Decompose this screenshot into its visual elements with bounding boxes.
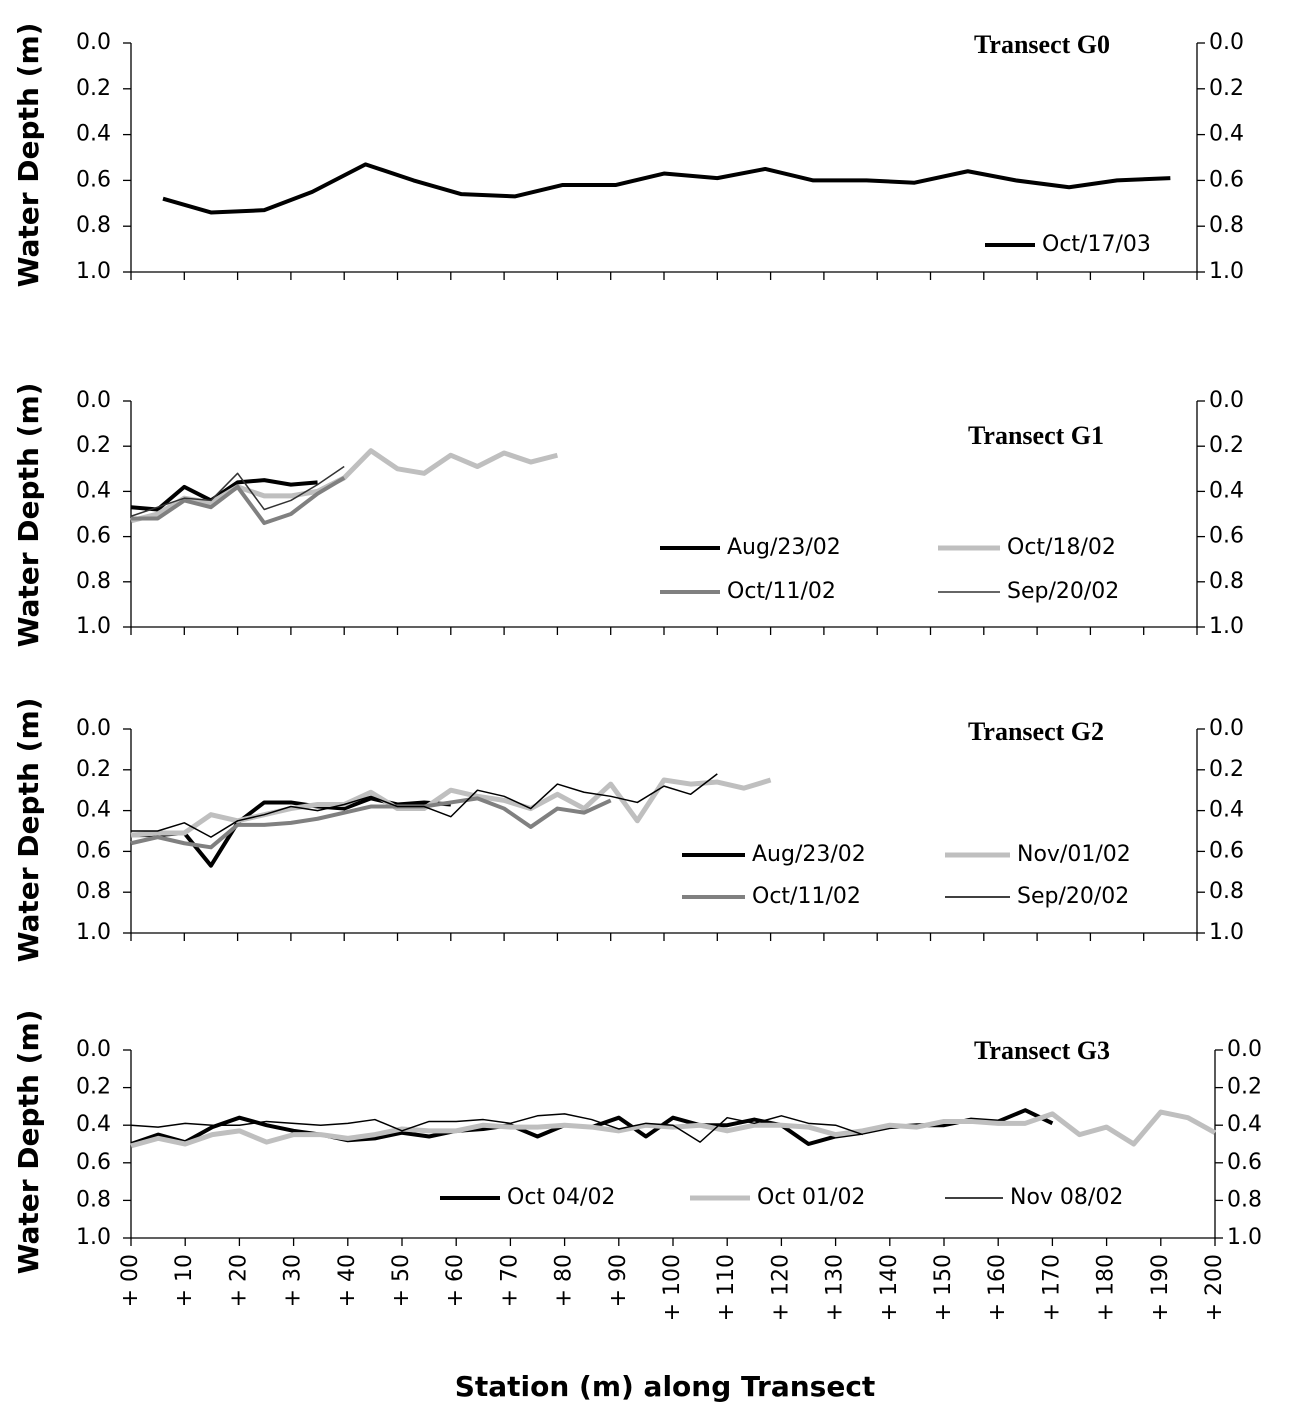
y-tick-label: 0.2: [76, 1075, 111, 1100]
y2-tick-label: 0.4: [1209, 478, 1244, 503]
y-tick-label: 1.0: [76, 920, 111, 945]
x-tick-label: + 10: [172, 1254, 197, 1307]
y2-tick-label: 0.4: [1209, 122, 1244, 147]
y2-tick-label: 0.0: [1209, 30, 1244, 55]
y-tick-label: 0.6: [76, 1150, 111, 1175]
legend-label: Oct 01/02: [757, 1185, 865, 1210]
y2-tick-label: 0.6: [1209, 838, 1244, 863]
y2-tick-label: 0.6: [1209, 167, 1244, 192]
legend-label: Sep/20/02: [1017, 884, 1129, 909]
y2-tick-label: 0.8: [1227, 1187, 1262, 1212]
x-tick-label: + 50: [389, 1254, 414, 1307]
y-tick-label: 0.6: [76, 524, 111, 549]
y2-tick-label: 0.6: [1227, 1150, 1262, 1175]
y2-tick-label: 0.4: [1209, 798, 1244, 823]
data-line: [130, 1109, 1217, 1149]
x-tick-label: + 80: [552, 1254, 577, 1307]
x-tick-label: + 60: [443, 1254, 468, 1307]
x-tick-label: + 20: [226, 1254, 251, 1307]
y-tick-label: 0.6: [76, 838, 111, 863]
y2-tick-label: 1.0: [1209, 920, 1244, 945]
y-axis-label: Water Depth (m): [12, 23, 45, 288]
x-tick-label: + 70: [497, 1254, 522, 1307]
y-tick-label: 0.4: [76, 122, 111, 147]
x-tick-label: + 30: [281, 1254, 306, 1307]
data-line: [130, 465, 345, 517]
legend-label: Nov 08/02: [1010, 1185, 1123, 1210]
y-axis-label: Water Depth (m): [12, 1010, 45, 1275]
title: Transect G1: [968, 421, 1104, 450]
title: Transect G3: [974, 1036, 1110, 1065]
x-tick-label: + 190: [1148, 1254, 1173, 1321]
legend-label: Oct 04/02: [507, 1185, 615, 1210]
title: Transect G2: [968, 717, 1104, 746]
y2-tick-label: 0.0: [1209, 716, 1244, 741]
y-tick-label: 0.6: [76, 167, 111, 192]
x-tick-label: + 100: [660, 1254, 685, 1321]
y-tick-label: 0.8: [76, 1187, 111, 1212]
y2-tick-label: 0.0: [1209, 388, 1244, 413]
legend-label: Oct/17/03: [1042, 232, 1151, 257]
data-line: [130, 448, 559, 524]
y2-tick-label: 0.8: [1209, 569, 1244, 594]
y-tick-label: 0.0: [76, 30, 111, 55]
y-tick-label: 0.4: [76, 478, 111, 503]
legend-label: Oct/18/02: [1007, 535, 1116, 560]
legend-label: Aug/23/02: [727, 535, 841, 560]
y-tick-label: 0.4: [76, 1112, 111, 1137]
y2-tick-label: 0.2: [1209, 757, 1244, 782]
y-tick-label: 0.8: [76, 213, 111, 238]
x-tick-label: + 00: [118, 1254, 143, 1307]
y-tick-label: 1.0: [76, 259, 111, 284]
x-axis-label: Station (m) along Transect: [455, 1370, 876, 1403]
x-tick-label: + 200: [1202, 1254, 1227, 1321]
legend-label: Oct/11/02: [727, 579, 836, 604]
y2-tick-label: 0.2: [1209, 76, 1244, 101]
data-line: [131, 476, 346, 526]
x-tick-label: + 180: [1094, 1254, 1119, 1321]
legend-label: Aug/23/02: [752, 842, 866, 867]
x-tick-label: + 120: [768, 1254, 793, 1321]
y-axis-label: Water Depth (m): [12, 698, 45, 963]
y-tick-label: 0.2: [76, 433, 111, 458]
y-axis-label: Water Depth (m): [12, 383, 45, 648]
y-tick-label: 0.4: [76, 798, 111, 823]
y-tick-label: 0.0: [76, 1037, 111, 1062]
data-line: [130, 796, 612, 850]
y-tick-label: 0.2: [76, 757, 111, 782]
y2-tick-label: 0.2: [1227, 1075, 1262, 1100]
legend-label: Oct/11/02: [752, 884, 861, 909]
x-tick-label: + 150: [931, 1254, 956, 1321]
y-tick-label: 1.0: [76, 1225, 111, 1250]
y-tick-label: 0.0: [76, 716, 111, 741]
data-line: [130, 1113, 863, 1143]
y2-tick-label: 0.8: [1209, 879, 1244, 904]
x-tick-label: + 90: [606, 1254, 631, 1307]
y2-tick-label: 0.2: [1209, 433, 1244, 458]
y-tick-label: 0.0: [76, 388, 111, 413]
x-tick-label: + 130: [823, 1254, 848, 1321]
data-line: [131, 773, 718, 838]
x-tick-label: + 170: [1039, 1254, 1064, 1321]
x-tick-label: + 40: [335, 1254, 360, 1307]
y2-tick-label: 0.4: [1227, 1112, 1262, 1137]
legend-label: Nov/01/02: [1017, 842, 1131, 867]
x-tick-label: + 160: [985, 1254, 1010, 1321]
y-tick-label: 0.8: [76, 879, 111, 904]
y-tick-label: 1.0: [76, 614, 111, 639]
title: Transect G0: [974, 30, 1110, 59]
y-tick-label: 0.8: [76, 569, 111, 594]
x-tick-label: + 110: [714, 1254, 739, 1321]
y2-tick-label: 1.0: [1227, 1225, 1262, 1250]
x-tick-label: + 140: [877, 1254, 902, 1321]
y2-tick-label: 0.8: [1209, 213, 1244, 238]
y-tick-label: 0.2: [76, 76, 111, 101]
legend-label: Sep/20/02: [1007, 579, 1119, 604]
data-line: [162, 162, 1171, 215]
y2-tick-label: 0.6: [1209, 524, 1244, 549]
y2-tick-label: 0.0: [1227, 1037, 1262, 1062]
y2-tick-label: 1.0: [1209, 614, 1244, 639]
y2-tick-label: 1.0: [1209, 259, 1244, 284]
